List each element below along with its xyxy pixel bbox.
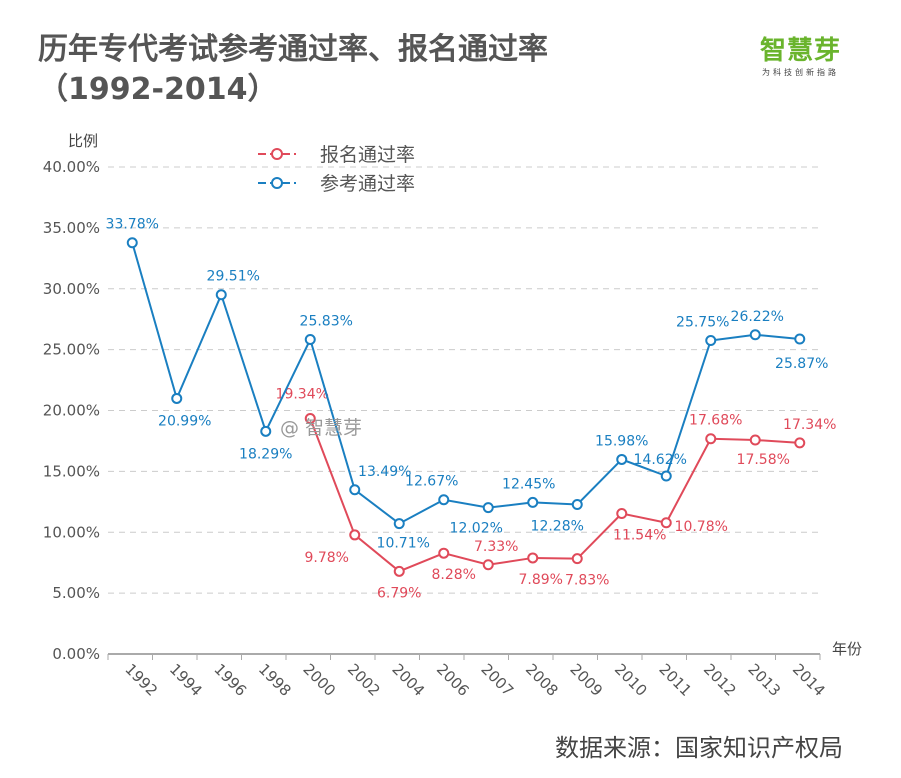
data-point [749,329,761,341]
x-tick-label: 2006 [433,660,473,700]
data-label: 18.29% [239,446,292,462]
data-label: 25.75% [676,314,729,330]
data-point [571,498,583,510]
x-tick-label: 2011 [655,660,695,700]
data-label: 10.71% [377,536,430,552]
data-point [616,508,628,520]
y-tick-label: 0.00% [52,645,100,663]
x-tick-label: 1998 [255,660,295,700]
data-label: 7.33% [474,539,518,555]
x-tick-label: 2007 [477,660,517,700]
data-point [527,552,539,564]
watermark: @ 智慧芽 [280,417,362,439]
data-point [482,559,494,571]
data-point [527,496,539,508]
data-label: 17.34% [783,417,836,433]
data-label: 17.68% [689,413,742,429]
data-point [705,433,717,445]
data-label: 13.49% [358,464,411,480]
data-point [171,392,183,404]
logo-tagline: 为科技创新指路 [762,68,839,77]
data-label: 12.28% [531,518,584,534]
title-line-1: 历年专代考试参考通过率、报名通过率 [38,32,548,67]
data-label: 12.67% [405,474,458,490]
y-tick-label: 25.00% [43,341,100,359]
x-tick-label: 2014 [789,660,829,700]
y-tick-label: 35.00% [43,219,100,237]
data-label: 12.45% [502,476,555,492]
data-label: 14.62% [634,452,687,468]
data-label: 12.02% [450,521,503,537]
data-label: 15.98% [595,433,648,449]
x-tick-label: 2002 [344,660,384,700]
data-label: 6.79% [377,585,421,601]
data-point [349,484,361,496]
logo: 智慧芽 为科技创新指路 [760,30,841,78]
series-line-1 [131,242,800,525]
data-point [660,517,672,529]
data-point [393,518,405,530]
data-point [126,237,138,249]
data-label: 26.22% [731,309,784,325]
y-tick-label: 30.00% [43,280,100,298]
logo-name: 智慧芽 [760,36,842,66]
x-axis-label: 年份 [832,640,862,658]
data-point [215,289,227,301]
data-point [393,565,405,577]
x-tick-label: 2000 [299,660,339,700]
x-tick-label: 2008 [522,660,562,700]
data-label: 8.28% [432,567,476,583]
data-label: 11.54% [613,528,666,544]
title-line-2: （1992-2014） [38,72,278,107]
x-tick-label: 2004 [388,660,428,700]
x-tick-label: 1996 [210,660,250,700]
legend-label-1: 参考通过率 [320,173,415,195]
legend-label-0: 报名通过率 [320,144,415,166]
data-point [571,553,583,565]
data-label: 17.58% [737,452,790,468]
data-label: 9.78% [305,550,349,566]
data-label: 7.83% [565,573,609,589]
legend-marker-1 [271,177,283,189]
data-point [660,470,672,482]
data-label: 7.89% [519,572,563,588]
x-tick-label: 2009 [566,660,606,700]
y-tick-label: 5.00% [52,584,100,602]
data-point [304,413,316,425]
data-label: 29.51% [207,269,260,285]
chart-title: 历年专代考试参考通过率、报名通过率 （1992-2014） [38,30,548,110]
data-point [260,425,272,437]
x-tick-label: 2013 [744,660,784,700]
data-label: 33.78% [106,217,159,233]
y-tick-label: 15.00% [43,462,100,480]
data-label: 10.78% [675,519,728,535]
data-point [794,333,806,345]
data-point [794,437,806,449]
data-point [705,334,717,346]
data-point [749,434,761,446]
data-point [616,453,628,465]
y-axis-label: 比例 [68,132,98,150]
data-point [304,334,316,346]
y-tick-label: 10.00% [43,523,100,541]
y-tick-label: 40.00% [43,158,100,176]
data-label: 20.99% [158,413,211,429]
x-tick-label: 1992 [121,660,161,700]
x-tick-label: 2012 [700,660,740,700]
data-label: 25.83% [300,314,353,330]
data-point [349,529,361,541]
data-point [438,547,450,559]
data-source: 数据来源：国家知识产权局 [555,734,843,762]
x-tick-label: 1994 [166,660,206,700]
data-point [482,502,494,514]
series-line-0 [309,418,800,573]
legend-marker-0 [271,148,283,160]
x-tick-label: 2010 [611,660,651,700]
data-point [438,494,450,506]
data-label: 19.34% [276,387,329,403]
data-label: 25.87% [775,356,828,372]
y-tick-label: 20.00% [43,402,100,420]
